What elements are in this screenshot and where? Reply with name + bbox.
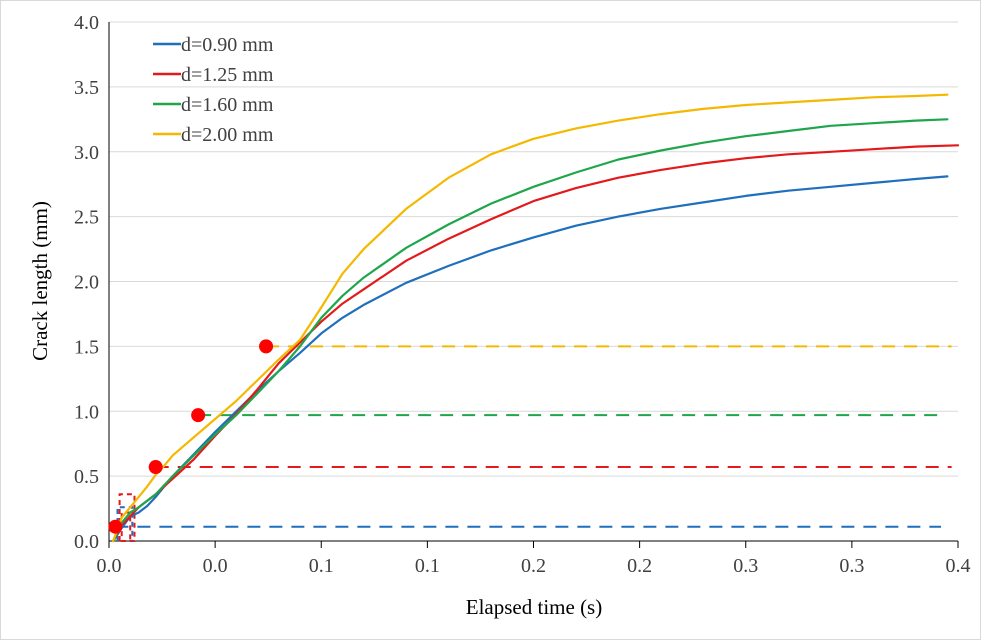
x-tick-label: 0.1	[415, 555, 440, 577]
y-tick-label: 3.0	[74, 142, 99, 164]
x-tick-label: 0.0	[97, 555, 122, 577]
legend-label-3: d=1.60 mm	[181, 94, 274, 116]
y-tick-label: 1.5	[74, 336, 99, 358]
transition-marker-3	[191, 408, 206, 423]
initial-step-line-2	[116, 506, 134, 541]
y-axis-title: Crack length (mm)	[28, 201, 52, 361]
y-tick-label: 0.5	[74, 466, 99, 488]
axes	[108, 22, 959, 548]
marker-points	[108, 339, 274, 534]
y-tick-label: 3.5	[74, 77, 99, 99]
y-tick-label: 2.5	[74, 207, 99, 229]
series-line-3	[112, 118, 949, 543]
x-tick-label: 0.3	[733, 555, 758, 577]
x-tick-label: 0.4	[946, 555, 971, 577]
tick-labels: 0.00.51.01.52.02.53.03.54.00.0 0.0 0.1 0.1 0…	[74, 12, 971, 577]
legend-label-2: d=1.25 mm	[181, 64, 274, 86]
y-tick-label: 1.0	[74, 401, 99, 423]
x-tick-label: 0.2	[521, 555, 546, 577]
series-lines	[112, 93, 960, 543]
x-tick-label: 0.3	[839, 555, 864, 577]
transition-marker-4	[259, 339, 274, 354]
y-tick-label: 2.0	[74, 272, 99, 294]
legend: d=0.90 mm d=1.25 mm d=1.60 mm d=2.00 mm	[153, 34, 274, 146]
series-line-1	[112, 175, 949, 543]
y-tick-label: 4.0	[74, 12, 99, 34]
transition-marker-2	[148, 460, 163, 475]
x-axis-title: Elapsed time (s)	[466, 595, 602, 619]
transition-marker-1	[108, 519, 123, 534]
x-tick-label: 0.1	[309, 555, 334, 577]
legend-label-4: d=2.00 mm	[181, 124, 274, 146]
x-tick-label: 0.2	[627, 555, 652, 577]
threshold-lines	[115, 345, 952, 528]
y-tick-label: 0.0	[74, 531, 99, 553]
x-tick-label: 0.0	[203, 555, 228, 577]
legend-label-1: d=0.90 mm	[181, 34, 274, 56]
series-line-4	[112, 93, 949, 543]
